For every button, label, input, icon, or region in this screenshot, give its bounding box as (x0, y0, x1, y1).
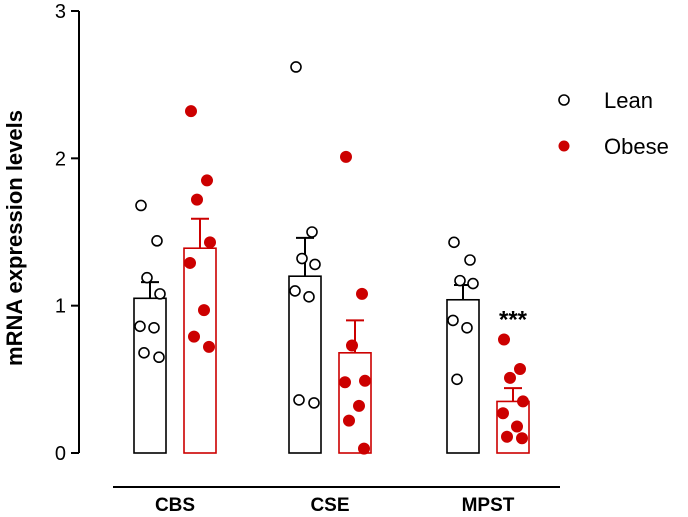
point-obese-cse (353, 399, 365, 412)
legend-label-obese: Obese (604, 134, 669, 159)
point-lean-cse (296, 252, 308, 265)
legend-marker-obese (558, 140, 570, 152)
point-lean-mpst (464, 254, 476, 266)
y-tick-label-1: 1 (55, 296, 66, 318)
y-axis: 0 1 2 3 (55, 1, 80, 465)
point-lean-cbs (153, 351, 165, 364)
point-lean-mpst (461, 321, 473, 334)
point-obese-mpst (511, 420, 523, 433)
point-obese-mpst (517, 395, 529, 408)
x-category-label-mpst: MPST (462, 495, 515, 516)
point-obese-cbs (184, 256, 196, 269)
significance-label: *** (499, 307, 528, 334)
point-obese-mpst (498, 333, 510, 346)
point-obese-cse (356, 287, 368, 300)
point-obese-cse (346, 339, 358, 352)
point-lean-cse (309, 258, 321, 271)
point-obese-mpst (504, 371, 516, 384)
point-obese-cbs (198, 304, 210, 317)
point-lean-cbs (148, 321, 160, 334)
point-obese-cse (343, 414, 355, 427)
point-lean-cbs (154, 288, 166, 300)
x-axis: CBS CSE MPST (113, 486, 560, 516)
point-lean-cse (293, 394, 305, 406)
annotations: *** (499, 307, 528, 334)
point-obese-cbs (188, 330, 200, 343)
point-lean-cbs (135, 199, 147, 212)
point-obese-cbs (201, 174, 213, 187)
point-obese-cbs (185, 105, 197, 118)
point-obese-mpst (514, 363, 526, 376)
point-lean-cse (306, 226, 318, 238)
point-lean-mpst (451, 373, 463, 386)
point-lean-cbs (138, 347, 150, 359)
legend-label-lean: Lean (604, 88, 653, 113)
point-lean-mpst (467, 277, 479, 290)
point-obese-cbs (191, 193, 203, 206)
point-lean-cse (303, 291, 315, 303)
point-obese-cbs (204, 236, 216, 249)
point-lean-mpst (454, 274, 466, 287)
point-obese-cse (358, 442, 370, 455)
point-lean-mpst (447, 314, 459, 327)
point-obese-cse (340, 150, 352, 163)
point-lean-cbs (141, 271, 153, 284)
y-tick-label-2: 2 (55, 148, 66, 170)
y-tick-label-0: 0 (55, 443, 66, 465)
point-lean-cbs (134, 320, 146, 333)
point-lean-cse (290, 61, 302, 73)
point-obese-cbs (203, 340, 215, 353)
point-obese-cse (359, 374, 371, 387)
legend-marker-lean (558, 94, 570, 106)
point-lean-cbs (151, 235, 163, 247)
point-lean-cse (308, 397, 320, 409)
point-obese-mpst (497, 407, 509, 420)
point-lean-cse (289, 285, 301, 297)
legend: Lean Obese (558, 88, 669, 159)
point-lean-mpst (448, 236, 460, 249)
bar-lean-cse (288, 275, 322, 454)
y-axis-title: mRNA expression levels (2, 110, 27, 366)
point-obese-cse (339, 376, 351, 389)
point-obese-mpst (501, 430, 513, 443)
data-points (134, 61, 529, 455)
x-category-label-cse: CSE (310, 495, 349, 516)
y-tick-label-3: 3 (55, 1, 66, 23)
point-obese-mpst (516, 432, 528, 445)
x-category-label-cbs: CBS (155, 495, 195, 516)
